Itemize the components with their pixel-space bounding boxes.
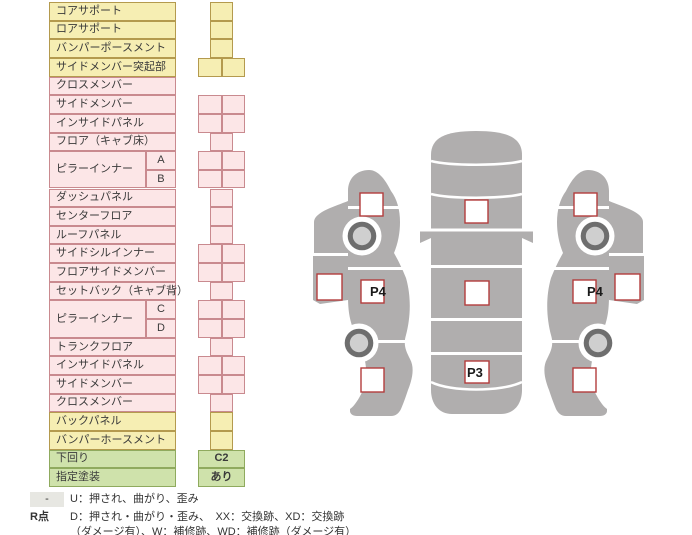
svg-text:P4: P4 xyxy=(587,284,604,299)
svg-text:P4: P4 xyxy=(370,284,387,299)
svg-text:P3: P3 xyxy=(467,365,483,380)
